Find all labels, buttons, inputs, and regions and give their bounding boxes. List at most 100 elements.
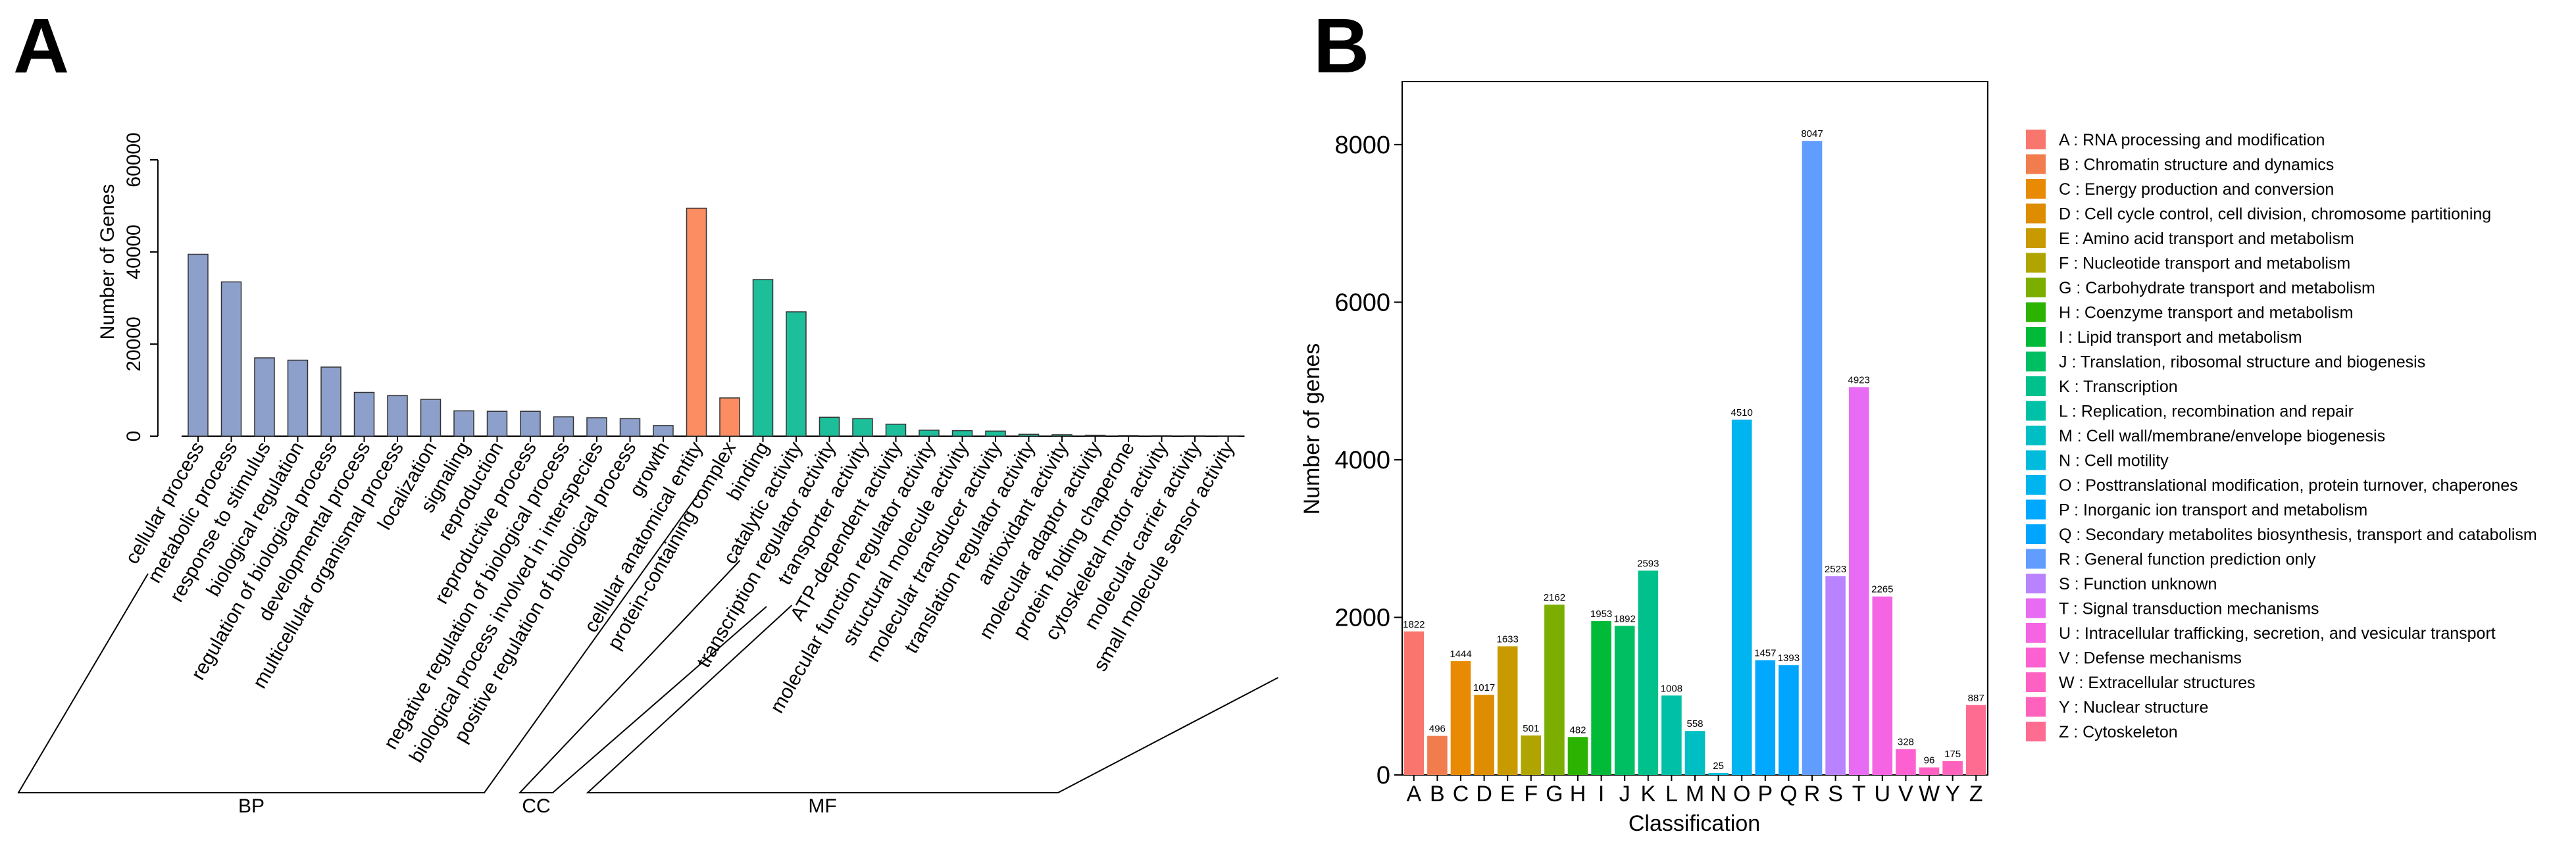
data-label: 1633 (1497, 634, 1519, 645)
legend-swatch (2026, 647, 2046, 668)
data-label: 482 (1569, 724, 1586, 735)
bar (520, 411, 541, 437)
chart-b-y-label: Number of genes (1300, 343, 1325, 515)
bar (951, 430, 973, 437)
data-label: 1017 (1473, 682, 1495, 693)
data-label: 175 (1944, 749, 1961, 760)
data-label: 2265 (1871, 584, 1893, 595)
bar (1802, 141, 1823, 776)
chart-a-y-label: Number of Genes (97, 184, 118, 340)
bar (885, 424, 907, 437)
bar (719, 397, 740, 437)
bar (1614, 626, 1635, 775)
legend-entry: R : General function prediction only (2059, 551, 2316, 569)
bar (1474, 695, 1494, 775)
bar (1497, 646, 1518, 775)
bar (1708, 773, 1729, 775)
legend-swatch (2026, 203, 2046, 224)
bar (188, 253, 209, 437)
bar (287, 359, 309, 437)
x-tick-label: J (1619, 782, 1630, 807)
data-label: 887 (1968, 693, 1984, 704)
legend-swatch (2026, 722, 2046, 741)
legend-entry: U : Intracellular trafficking, secretion… (2059, 624, 2496, 643)
x-tick-label: Q (1780, 782, 1797, 807)
bar (1217, 435, 1239, 437)
legend-swatch (2026, 278, 2046, 297)
y-tick-label: 4000 (1334, 447, 1390, 474)
legend-entry: T : Signal transduction mechanisms (2059, 600, 2319, 618)
bar (1779, 665, 1799, 775)
bar (1521, 735, 1542, 775)
legend-entry: B : Chromatin structure and dynamics (2059, 156, 2334, 174)
bar (819, 416, 840, 437)
x-tick-label: B (1430, 782, 1445, 807)
bar (1731, 419, 1752, 775)
legend-swatch (2026, 228, 2046, 248)
legend-entry: S : Function unknown (2059, 575, 2217, 593)
bar (420, 399, 442, 437)
bar (1184, 435, 1205, 437)
data-label: 1393 (1778, 653, 1800, 664)
bar (1825, 576, 1846, 775)
bar (1896, 749, 1916, 775)
cog-classification-chart: Number of genes Classification 0 2000 4000… (1300, 81, 2537, 836)
x-tick-label: L (1665, 782, 1678, 807)
data-label: 1953 (1590, 609, 1612, 620)
y-tick-label: 2000 (1334, 604, 1390, 632)
x-tick-label: F (1524, 782, 1538, 807)
bar (1755, 660, 1776, 775)
x-tick-label: V (1898, 782, 1913, 807)
legend-entry: J : Translation, ribosomal structure and… (2059, 353, 2425, 372)
y-tick-label: 60000 (123, 132, 145, 187)
x-tick-label: D (1476, 782, 1492, 807)
legend-swatch (2026, 426, 2046, 445)
legend-swatch (2026, 499, 2046, 520)
x-tick-label: Y (1945, 782, 1960, 807)
bar (1567, 737, 1588, 775)
bar (686, 207, 707, 437)
legend-swatch (2026, 302, 2046, 322)
legend-entry: K : Transcription (2059, 378, 2178, 396)
legend-entry: A : RNA processing and modification (2059, 131, 2325, 149)
bar (1151, 435, 1173, 437)
x-tick-label: I (1598, 782, 1604, 807)
bar (919, 430, 940, 437)
legend-entry: F : Nucleotide transport and metabolism (2059, 255, 2350, 273)
x-tick-label: S (1828, 782, 1843, 807)
legend-swatch (2026, 179, 2046, 199)
bar (1591, 621, 1611, 775)
y-tick-label: 6000 (1334, 289, 1390, 316)
panel-a-letter: A (13, 3, 69, 89)
bar (752, 279, 774, 437)
legend-entry: P : Inorganic ion transport and metaboli… (2059, 501, 2367, 520)
data-label: 8047 (1801, 128, 1823, 139)
legend-swatch (2026, 253, 2046, 273)
bar (586, 417, 607, 437)
panel-b-letter: B (1313, 3, 1369, 89)
legend-swatch (2026, 598, 2046, 618)
x-tick-label: K (1640, 782, 1655, 807)
legend-entry: V : Defense mechanisms (2059, 649, 2242, 668)
x-tick-label: U (1875, 782, 1891, 807)
x-tick-label: N (1710, 782, 1727, 807)
data-label: 2162 (1544, 592, 1565, 603)
legend-swatch (2026, 574, 2046, 593)
group-label: CC (522, 795, 550, 817)
legend-entry: W : Extracellular structures (2059, 674, 2256, 692)
data-label: 1008 (1661, 683, 1682, 694)
bar (1018, 434, 1040, 437)
legend-swatch (2026, 623, 2046, 643)
data-label: 25 (1713, 760, 1724, 772)
group-label: MF (808, 795, 836, 817)
y-tick-label: 20000 (123, 316, 145, 371)
legend-entry: Y : Nuclear structure (2059, 699, 2208, 717)
bar (553, 416, 574, 437)
x-tick-label: W (1919, 782, 1940, 807)
legend-swatch (2026, 524, 2046, 544)
bar (254, 357, 275, 437)
legend-swatch (2026, 130, 2046, 149)
legend-swatch (2026, 376, 2046, 396)
plot-frame (1402, 81, 1988, 776)
